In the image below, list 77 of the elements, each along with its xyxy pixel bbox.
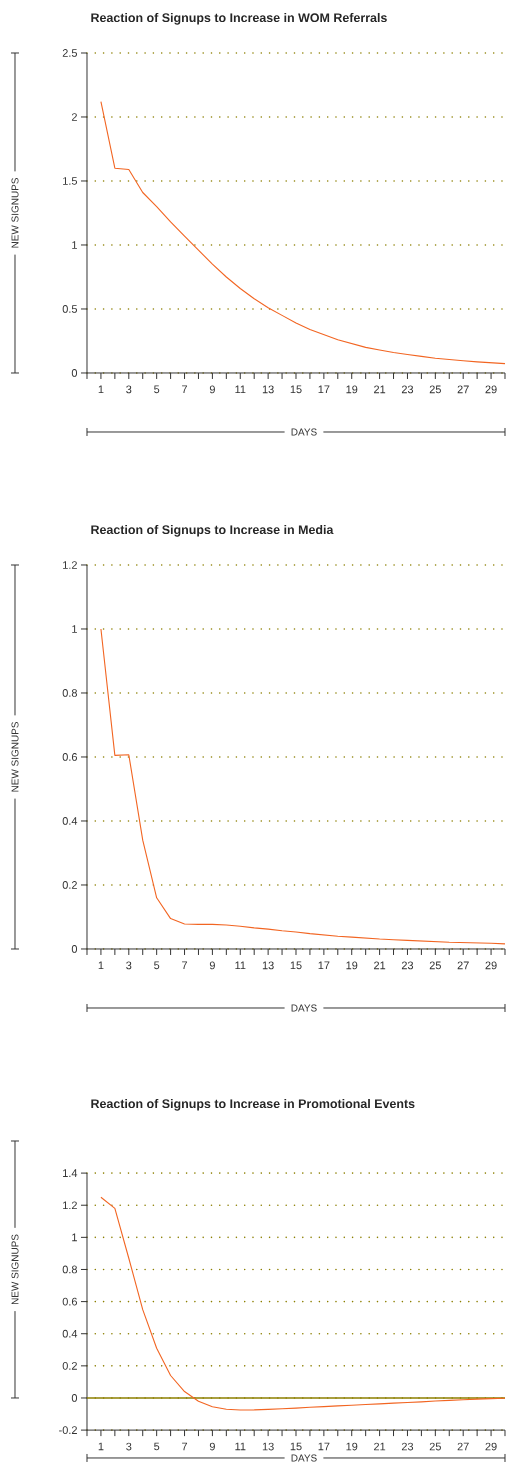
x-tick-label: 13 xyxy=(262,385,274,394)
x-axis-title: DAYS xyxy=(291,1454,317,1462)
x-tick-label: 7 xyxy=(181,385,187,394)
chart-title: Reaction of Signups to Increase in Promotional Events xyxy=(91,1098,415,1111)
x-tick-label: 19 xyxy=(346,961,358,970)
y-tick-label: 2 xyxy=(71,113,77,121)
x-tick-label: 19 xyxy=(346,1442,358,1451)
y-tick-label: 1 xyxy=(72,241,77,249)
x-tick-label: 5 xyxy=(153,961,160,970)
x-tick-label: 21 xyxy=(373,385,385,394)
y-tick-label: 1.5 xyxy=(62,177,77,185)
x-tick-label: 7 xyxy=(181,1442,187,1451)
x-tick-label: 17 xyxy=(318,385,330,394)
y-tick-label: 0.5 xyxy=(62,305,77,313)
y-tick-label: 2.5 xyxy=(62,49,77,57)
y-tick-label: 1 xyxy=(72,1233,77,1242)
y-tick-label: 0.4 xyxy=(62,1329,77,1338)
x-tick-label: 25 xyxy=(429,385,441,394)
chart-title: Reaction of Signups to Increase in WOM Referrals xyxy=(91,12,387,25)
chart-title: Reaction of Signups to Increase in Media xyxy=(91,524,334,537)
x-tick-label: 9 xyxy=(209,385,215,394)
y-tick-label: 0 xyxy=(71,945,77,953)
y-tick-label: 0.2 xyxy=(62,881,77,889)
x-tick-label: 1 xyxy=(98,961,104,970)
x-tick-label: 15 xyxy=(290,961,302,970)
x-tick-label: 11 xyxy=(235,961,246,970)
x-tick-label: 25 xyxy=(429,1442,441,1451)
x-tick-label: 21 xyxy=(373,1442,385,1451)
y-tick-label: -0.2 xyxy=(58,1426,77,1434)
x-axis-title: DAYS xyxy=(291,428,317,436)
y-tick-label: 1.2 xyxy=(62,1201,77,1210)
x-tick-label: 29 xyxy=(485,1442,497,1451)
x-tick-label: 15 xyxy=(290,385,302,394)
y-axis-title: NEW SIGNUPS xyxy=(11,1234,19,1305)
y-axis-title: NEW SIGNUPS xyxy=(11,722,19,792)
x-tick-label: 27 xyxy=(457,1442,469,1451)
y-tick-label: 0 xyxy=(71,369,77,377)
line-series xyxy=(100,1196,506,1411)
x-tick-label: 9 xyxy=(209,1442,215,1451)
x-tick-label: 23 xyxy=(401,1442,413,1451)
x-tick-label: 23 xyxy=(401,385,413,394)
x-tick-label: 7 xyxy=(181,961,187,970)
x-tick-label: 17 xyxy=(318,961,330,970)
y-tick-label: 0 xyxy=(71,1394,77,1402)
x-tick-label: 11 xyxy=(235,1442,246,1451)
x-tick-label: 9 xyxy=(209,961,215,970)
x-tick-label: 27 xyxy=(457,385,469,394)
x-tick-label: 19 xyxy=(346,385,358,394)
y-tick-label: 0.2 xyxy=(62,1361,77,1370)
y-tick-label: 1.4 xyxy=(62,1169,77,1177)
x-tick-label: 23 xyxy=(401,961,413,970)
x-tick-label: 15 xyxy=(290,1442,302,1451)
y-tick-label: 0.4 xyxy=(62,817,77,825)
x-tick-label: 25 xyxy=(429,961,441,970)
x-tick-label: 17 xyxy=(318,1442,330,1451)
x-tick-label: 13 xyxy=(262,961,274,970)
x-tick-label: 3 xyxy=(126,961,132,970)
x-tick-label: 5 xyxy=(153,385,160,394)
x-tick-label: 3 xyxy=(126,1442,132,1451)
x-axis-title: DAYS xyxy=(291,1004,317,1012)
x-tick-label: 29 xyxy=(485,961,497,970)
y-axis-title: NEW SIGNUPS xyxy=(11,178,19,248)
x-tick-label: 27 xyxy=(457,961,469,970)
y-tick-label: 0.6 xyxy=(62,1297,77,1306)
x-tick-label: 3 xyxy=(126,385,132,394)
x-tick-label: 21 xyxy=(373,961,385,970)
x-tick-label: 1 xyxy=(98,1442,104,1451)
y-tick-label: 0.6 xyxy=(62,753,77,761)
y-tick-label: 1 xyxy=(72,625,77,633)
x-tick-label: 13 xyxy=(262,1442,274,1451)
y-tick-label: 0.8 xyxy=(62,1265,77,1274)
x-tick-label: 5 xyxy=(153,1442,160,1451)
x-tick-label: 29 xyxy=(485,385,497,394)
x-tick-label: 1 xyxy=(98,385,104,394)
x-tick-label: 11 xyxy=(235,385,246,394)
y-tick-label: 0.8 xyxy=(62,689,77,697)
y-tick-label: 1.2 xyxy=(62,561,77,569)
